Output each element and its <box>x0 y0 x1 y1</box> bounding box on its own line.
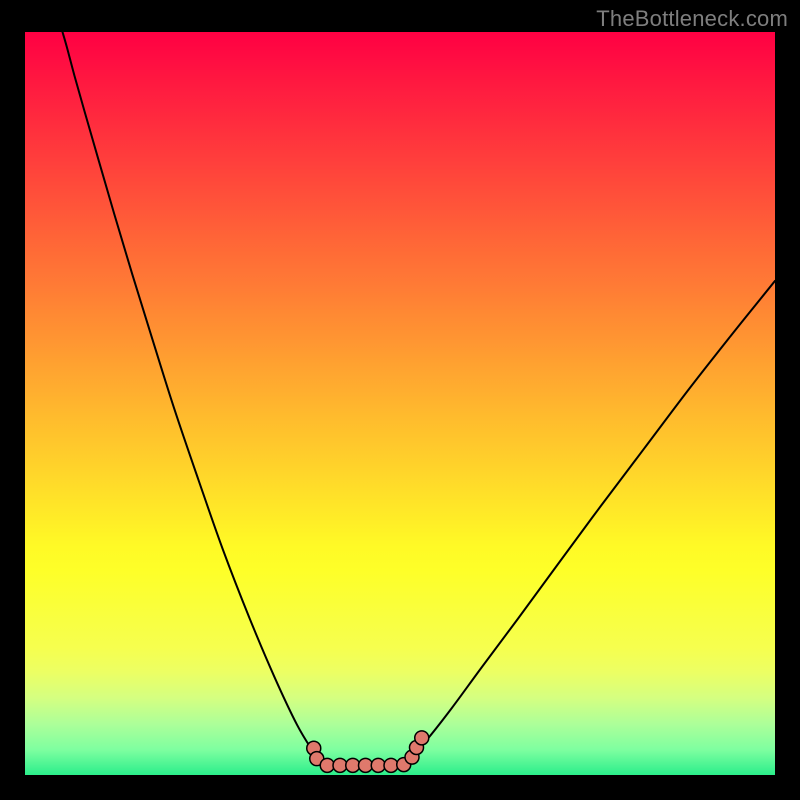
marker-dot <box>359 758 373 772</box>
bottleneck-chart <box>25 32 775 775</box>
marker-dot <box>320 758 334 772</box>
marker-dot <box>333 758 347 772</box>
watermark-text: TheBottleneck.com <box>596 6 788 32</box>
marker-dot <box>371 758 385 772</box>
marker-dot <box>415 731 429 745</box>
stage: TheBottleneck.com <box>0 0 800 800</box>
plot-svg <box>25 32 775 775</box>
chart-background <box>25 32 775 775</box>
marker-dot <box>384 758 398 772</box>
marker-dot <box>346 758 360 772</box>
